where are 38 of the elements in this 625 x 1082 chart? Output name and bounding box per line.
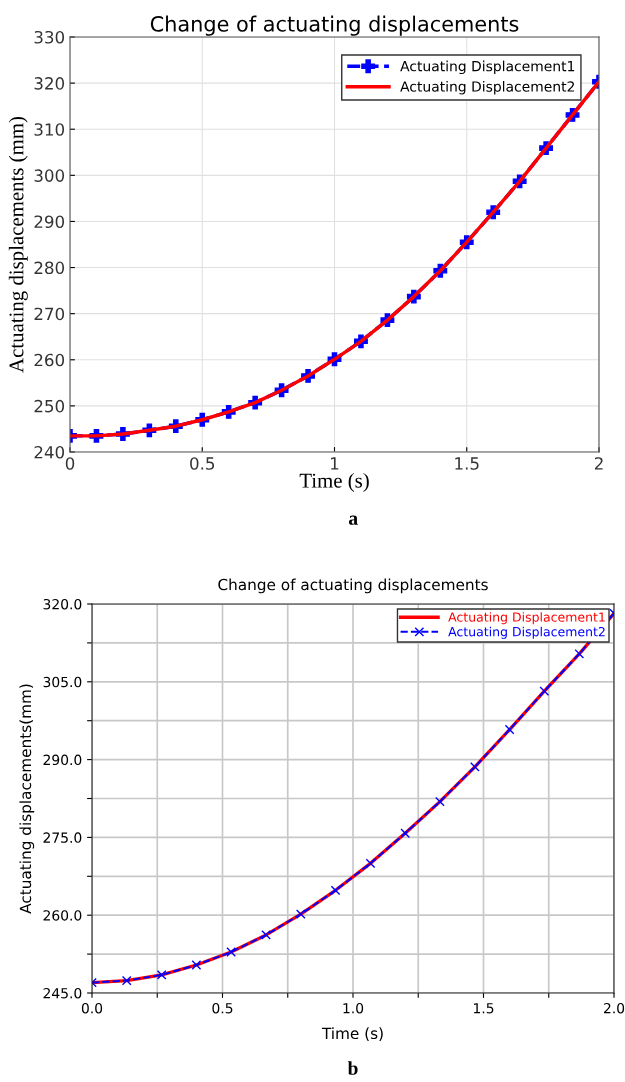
chart-title: Change of actuating displacements (218, 578, 488, 594)
chart-title: Change of actuating displacements (150, 15, 519, 36)
y-tick-label: 330 (34, 30, 65, 44)
text: a (349, 515, 358, 525)
x-tick-label: 1.5 (473, 1003, 494, 1014)
y-tick-label: 240 (34, 445, 65, 459)
legend-label: Actuating Displacement1 (448, 612, 605, 625)
y-tick-label: 280 (34, 261, 65, 275)
y-tick-label: 290 (34, 215, 65, 229)
y-tick-label: 320.0 (43, 598, 82, 610)
x-tick-label: 1 (331, 457, 339, 470)
x-axis-title: Time (s) (299, 472, 369, 492)
x-tick-label: 0.5 (212, 1002, 233, 1014)
y-tick-label: 270 (34, 307, 65, 321)
x-tick-label: 0.5 (190, 457, 215, 470)
y-tick-label: 275.0 (43, 832, 82, 843)
y-axis-title: Actuating displacements (mm) (8, 116, 28, 373)
y-tick-label: 260 (34, 353, 65, 367)
y-tick-label: 320 (34, 77, 65, 90)
y-tick-label: 290.0 (43, 754, 82, 766)
x-tick-label: 1.5 (455, 457, 479, 470)
y-axis-title: Actuating displacements(mm) (19, 684, 35, 914)
y-tick-label: 260.0 (43, 910, 82, 921)
x-tick-label: 1.0 (343, 1002, 364, 1014)
legend-label: Actuating Displacement2 (400, 81, 574, 95)
x-tick-label: 0.0 (81, 1002, 103, 1014)
y-tick-label: 310 (34, 123, 65, 136)
x-tick-label: 2 (594, 457, 603, 470)
legend-label: Actuating Displacement2 (448, 626, 605, 639)
y-tick-label: 305.0 (43, 676, 82, 688)
y-tick-label: 250 (34, 399, 65, 413)
y-tick-label: 245.0 (43, 987, 82, 999)
x-tick-label: 0 (65, 457, 75, 470)
text: b (347, 1061, 358, 1075)
y-tick-label: 300 (34, 169, 65, 182)
x-axis-title: Time (s) (321, 1027, 383, 1041)
legend-label: Actuating Displacement1 (400, 60, 575, 75)
x-tick-label: 2.0 (603, 1002, 625, 1014)
